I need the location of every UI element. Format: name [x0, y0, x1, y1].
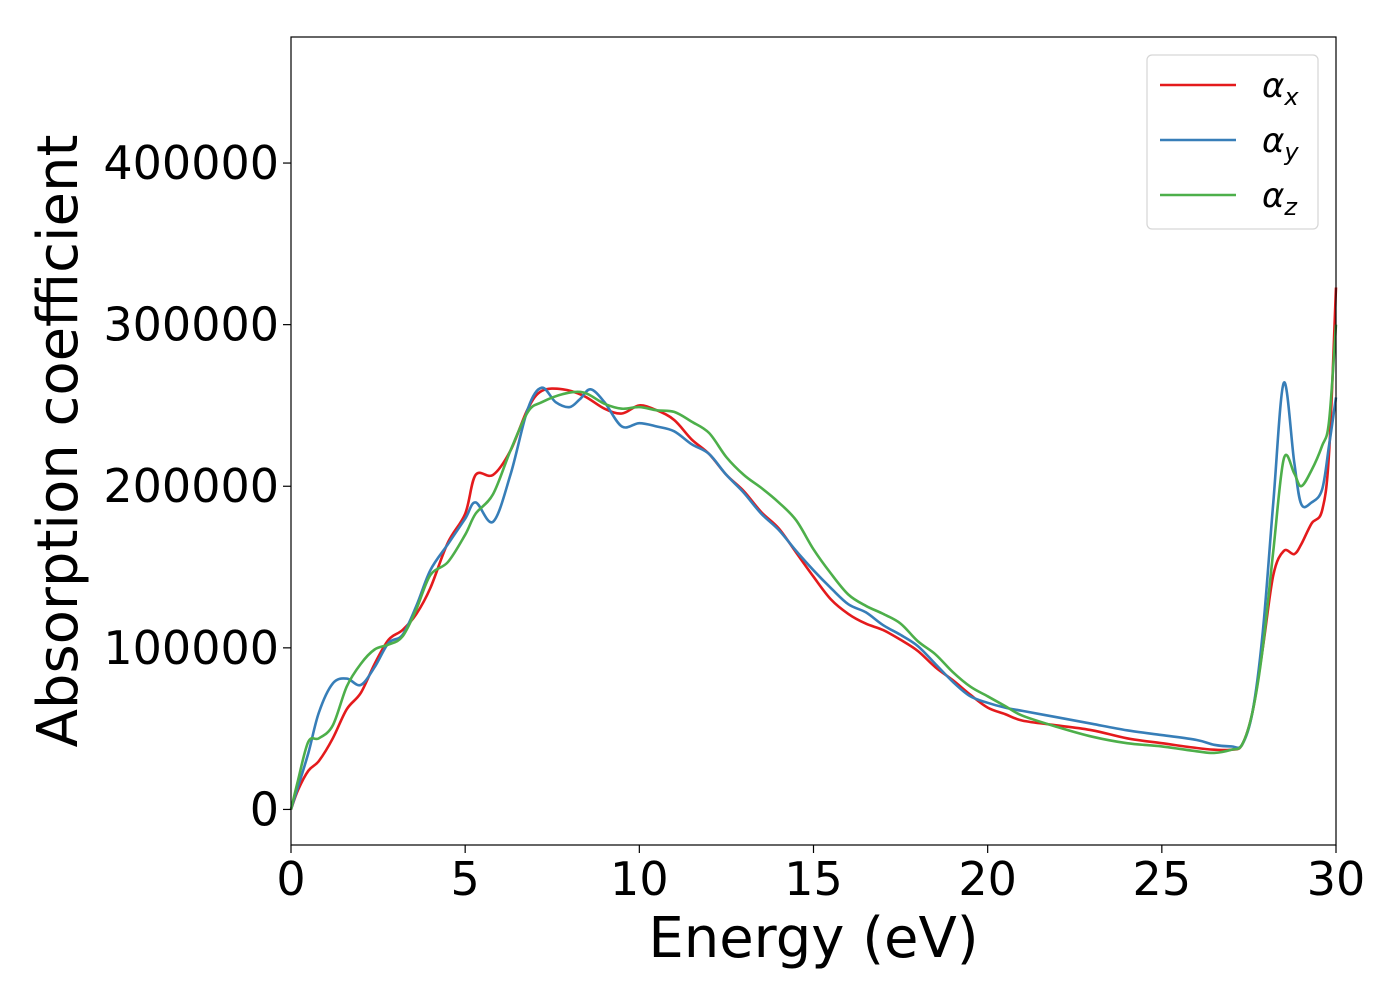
x-tick-label: 10 — [610, 852, 669, 906]
y-tick-label: 0 — [250, 782, 279, 836]
x-tick-label: 25 — [1133, 852, 1192, 906]
x-axis-ticks: 0 5 10 15 20 25 30 — [276, 845, 1365, 906]
y-tick-label: 200000 — [103, 459, 279, 513]
y-tick-label: 100000 — [103, 621, 279, 675]
y-axis-title: Absorption coefficient — [26, 135, 91, 748]
legend-label-alpha-x: αx — [1262, 66, 1299, 111]
legend: αx αy αz — [1146, 54, 1319, 230]
x-tick-label: 15 — [784, 852, 843, 906]
x-tick-label: 5 — [451, 852, 480, 906]
y-tick-label: 400000 — [103, 136, 279, 190]
y-tick-label: 300000 — [103, 298, 279, 352]
x-tick-label: 30 — [1307, 852, 1366, 906]
legend-label-alpha-y: αy — [1262, 121, 1299, 166]
legend-label-alpha-z: αz — [1262, 176, 1298, 221]
x-tick-label: 20 — [958, 852, 1017, 906]
legend-box — [1146, 54, 1319, 230]
series-line-alpha-z — [289, 324, 1338, 810]
series-lines — [289, 287, 1338, 810]
y-axis-ticks: 0 100000 200000 300000 400000 — [103, 136, 291, 836]
x-tick-label: 0 — [276, 852, 305, 906]
x-axis-title: Energy (eV) — [648, 906, 978, 971]
